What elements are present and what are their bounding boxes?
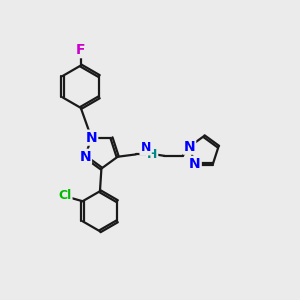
Text: N: N	[184, 140, 195, 154]
Text: N: N	[80, 150, 91, 164]
Text: N: N	[85, 131, 97, 145]
Text: H: H	[147, 148, 157, 161]
Text: N: N	[140, 141, 151, 154]
Text: F: F	[76, 43, 86, 57]
Text: Cl: Cl	[58, 189, 72, 203]
Text: N: N	[189, 157, 201, 171]
